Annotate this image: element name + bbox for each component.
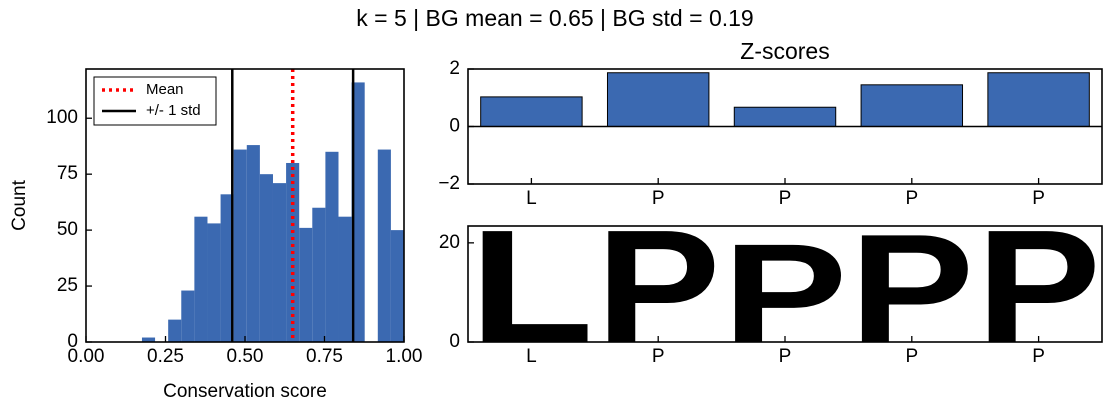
y-tick-label: 0 — [449, 331, 460, 352]
logo-letter: P — [723, 214, 848, 372]
x-tick-label: L — [526, 346, 537, 367]
hist-bar — [377, 149, 391, 342]
x-tick-label: P — [905, 188, 918, 209]
x-tick-label: L — [526, 188, 537, 209]
y-tick-label: 20 — [439, 232, 460, 253]
bar — [860, 84, 964, 127]
hist-bar — [141, 337, 156, 342]
hist-bar — [312, 207, 326, 342]
logo-letter: P — [596, 197, 721, 377]
legend-label: Mean — [146, 81, 184, 98]
x-tick-label: P — [652, 188, 665, 209]
logo-letter: P — [849, 202, 974, 375]
x-tick-label: P — [779, 188, 792, 209]
x-tick-label: 0.00 — [68, 346, 105, 367]
y-tick-label: 50 — [57, 219, 78, 240]
x-tick-label: 1.00 — [386, 346, 423, 367]
x-axis-label: Conservation score — [163, 381, 327, 402]
y-tick-label: 0 — [449, 116, 460, 137]
y-tick-label: 100 — [46, 107, 78, 128]
hist-bar — [259, 174, 273, 342]
hist-bar — [220, 194, 234, 342]
hist-bar — [325, 151, 339, 342]
x-tick-label: P — [905, 346, 918, 367]
legend-box — [93, 76, 217, 126]
hist-bar — [272, 183, 287, 342]
figure-title: k = 5 | BG mean = 0.65 | BG std = 0.19 — [356, 5, 753, 31]
y-tick-label: −2 — [438, 173, 460, 194]
x-tick-label: 0.50 — [227, 346, 264, 367]
hist-bar — [299, 227, 313, 342]
y-tick-label: 2 — [449, 58, 460, 79]
hist-bar — [351, 82, 365, 342]
x-tick-label: P — [1032, 346, 1045, 367]
y-tick-label: 0 — [67, 331, 78, 352]
bar — [987, 72, 1090, 128]
hist-bar — [338, 216, 352, 342]
x-tick-label: P — [1032, 188, 1045, 209]
x-tick-label: P — [652, 346, 665, 367]
hist-bar — [207, 223, 221, 342]
hist-bar — [168, 319, 182, 342]
chart-title: Z-scores — [740, 38, 829, 64]
y-axis-label: Count — [9, 179, 30, 230]
x-tick-label: P — [779, 346, 792, 367]
x-tick-label: 0.75 — [306, 346, 343, 367]
bar — [606, 72, 710, 128]
bar — [480, 96, 583, 127]
hist-bar — [233, 149, 247, 342]
logo-letter: L — [469, 197, 594, 377]
x-tick-label: 0.25 — [147, 346, 184, 367]
hist-bar — [194, 216, 208, 342]
y-tick-label: 75 — [57, 163, 78, 184]
y-tick-label: 25 — [57, 275, 78, 296]
hist-bar — [390, 230, 404, 342]
legend-label: +/- 1 std — [146, 102, 201, 119]
hist-bar — [246, 145, 260, 342]
hist-bar — [181, 290, 195, 342]
bar — [733, 106, 837, 128]
logo-letter: P — [976, 197, 1101, 377]
